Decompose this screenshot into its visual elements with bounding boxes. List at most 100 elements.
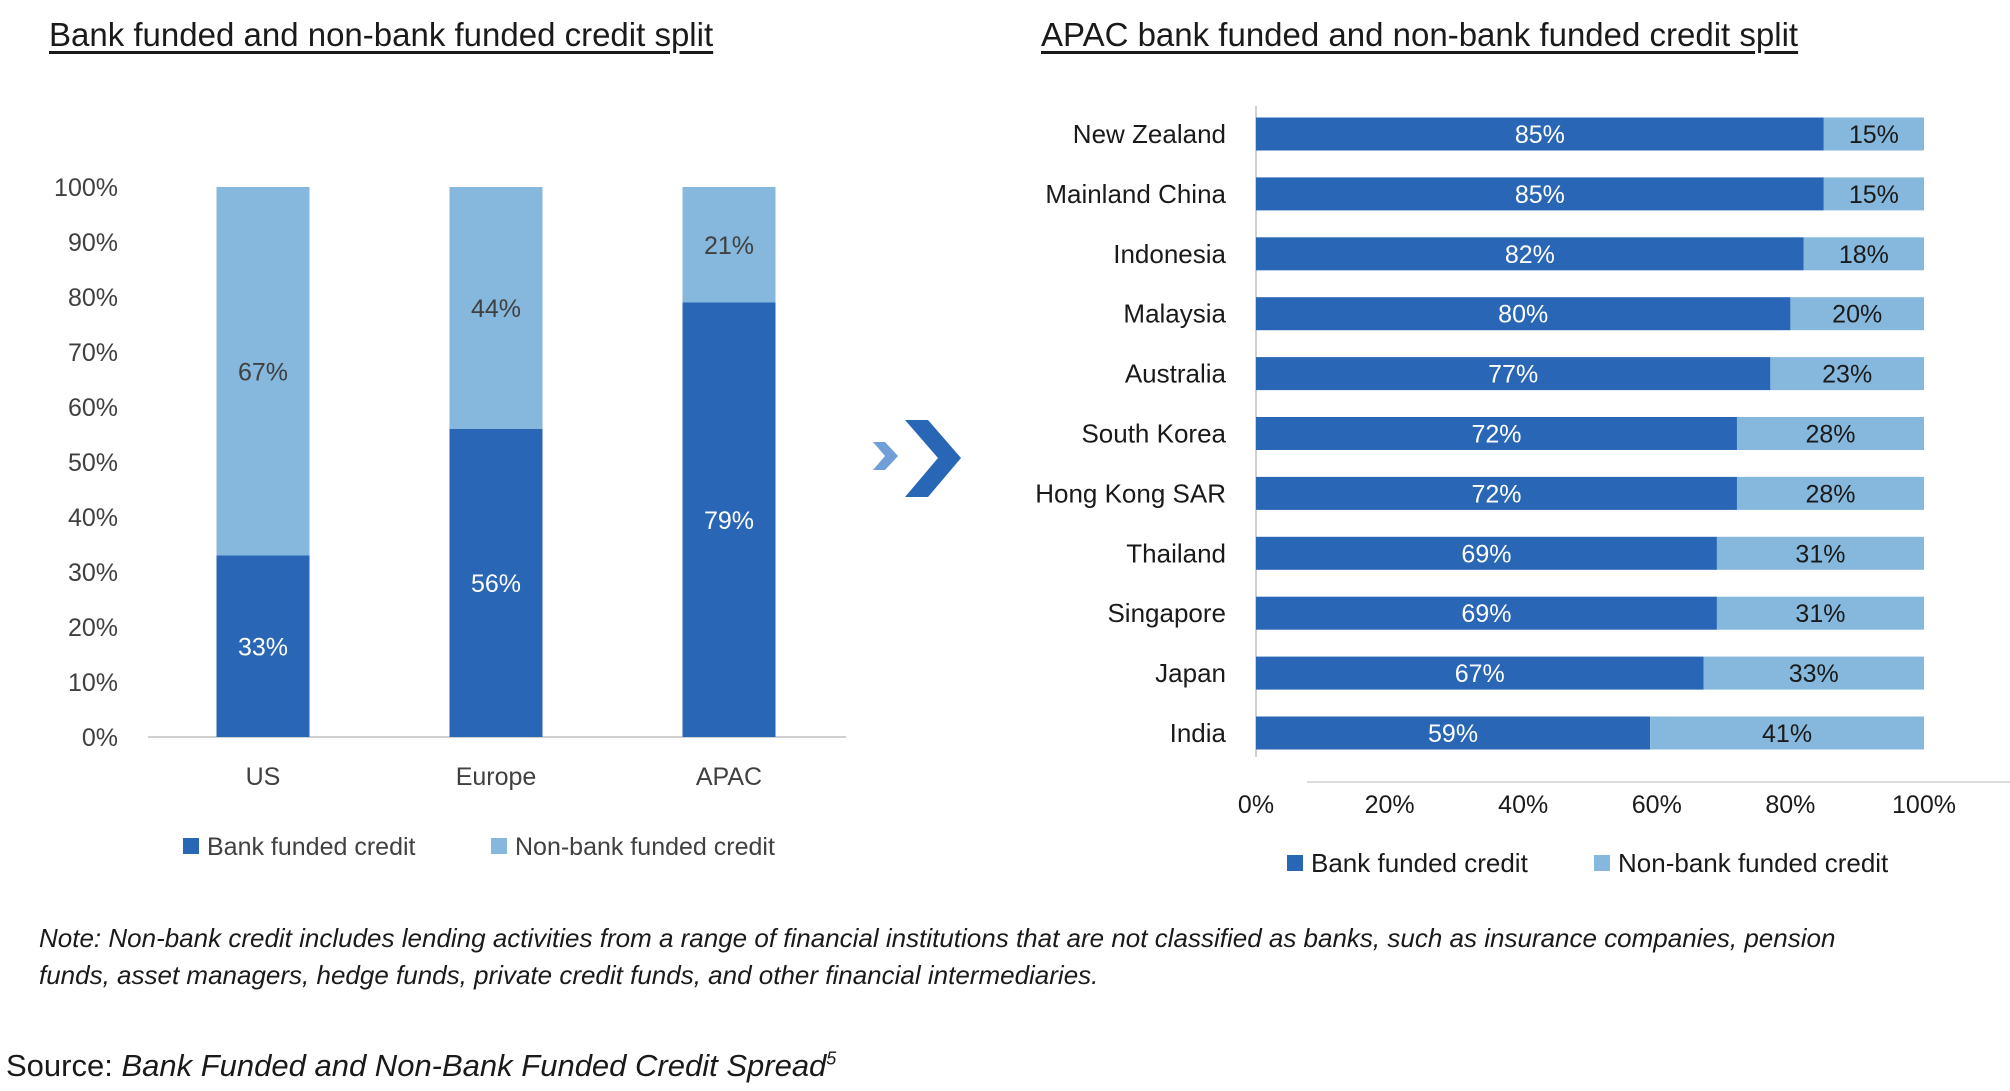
category-label: US <box>246 763 281 791</box>
right-stacked-bar-chart: 85% 15% New Zealand 85% 15% Mainland China 82%… <box>1035 106 2010 878</box>
legend-swatch <box>1287 855 1303 871</box>
data-label: 31% <box>1795 600 1845 628</box>
data-label: 18% <box>1839 241 1889 269</box>
data-label: 15% <box>1849 181 1899 209</box>
nonbank-bar-segment <box>1736 417 1924 450</box>
data-label: 41% <box>1762 720 1812 748</box>
nonbank-bar-segment <box>1823 117 1924 151</box>
x-tick-label: 80% <box>1765 791 1815 819</box>
nonbank-bar-segment <box>216 187 310 556</box>
bank-bar-segment <box>1256 417 1737 450</box>
y-tick-label: 100% <box>54 174 118 202</box>
source-line: Source: Bank Funded and Non-Bank Funded … <box>6 1048 836 1084</box>
legend-label: Bank funded credit <box>207 833 416 861</box>
source-footnote: 5 <box>826 1048 837 1069</box>
legend-swatch <box>491 838 507 854</box>
category-label: Indonesia <box>1113 239 1226 269</box>
data-label: 72% <box>1471 480 1521 508</box>
y-tick-label: 80% <box>68 284 118 312</box>
bank-bar-segment <box>1256 117 1824 151</box>
category-label: Malaysia <box>1123 299 1226 329</box>
data-label: 28% <box>1805 480 1855 508</box>
y-tick-label: 70% <box>68 339 118 367</box>
legend-swatch <box>1594 855 1610 871</box>
bank-bar-segment <box>1256 656 1704 690</box>
x-tick-label: 20% <box>1365 791 1415 819</box>
nonbank-bar-segment <box>1770 357 1924 391</box>
nonbank-bar-segment <box>1703 656 1924 690</box>
nonbank-bar-segment <box>1650 716 1924 750</box>
nonbank-bar-segment <box>682 187 776 303</box>
bank-bar-segment <box>449 429 543 737</box>
data-label: 31% <box>1795 540 1845 568</box>
y-tick-label: 20% <box>68 614 118 642</box>
y-tick-label: 10% <box>68 669 118 697</box>
source-title: Bank Funded and Non-Bank Funded Credit S… <box>121 1048 827 1083</box>
category-label: Hong Kong SAR <box>1035 478 1226 508</box>
data-label: 33% <box>238 633 288 661</box>
y-tick-label: 60% <box>68 394 118 422</box>
bank-bar-segment <box>1256 297 1791 331</box>
y-tick-label: 0% <box>82 724 118 752</box>
legend-swatch <box>183 838 199 854</box>
y-tick-label: 90% <box>68 229 118 257</box>
bank-bar-segment <box>216 555 310 737</box>
data-label: 85% <box>1515 181 1565 209</box>
data-label: 67% <box>238 358 288 386</box>
data-label: 79% <box>704 507 754 535</box>
category-label: Singapore <box>1107 598 1226 628</box>
nonbank-bar-segment <box>449 187 543 429</box>
category-label: Mainland China <box>1045 179 1226 209</box>
x-tick-label: 60% <box>1632 791 1682 819</box>
bank-bar-segment <box>1256 237 1804 271</box>
data-label: 69% <box>1461 540 1511 568</box>
category-label: APAC <box>696 763 762 791</box>
data-label: 59% <box>1428 720 1478 748</box>
bank-bar-segment <box>1256 177 1824 211</box>
nonbank-bar-segment <box>1716 596 1924 630</box>
bank-bar-segment <box>1256 476 1737 510</box>
category-label: South Korea <box>1081 419 1226 449</box>
bank-bar-segment <box>682 302 776 737</box>
data-label: 21% <box>704 232 754 260</box>
x-tick-label: 100% <box>1892 791 1956 819</box>
data-label: 67% <box>1455 660 1505 688</box>
legend-label: Bank funded credit <box>1311 848 1529 878</box>
y-tick-label: 50% <box>68 449 118 477</box>
category-label: India <box>1170 718 1227 748</box>
right-chart-title: APAC bank funded and non-bank funded cre… <box>1041 16 1799 53</box>
data-label: 85% <box>1515 121 1565 149</box>
category-label: Europe <box>456 763 537 791</box>
left-chart-title: Bank funded and non-bank funded credit s… <box>49 16 714 53</box>
data-label: 77% <box>1488 361 1538 389</box>
data-label: 23% <box>1822 361 1872 389</box>
data-label: 33% <box>1789 660 1839 688</box>
data-label: 20% <box>1832 301 1882 329</box>
nonbank-bar-segment <box>1716 536 1924 570</box>
source-prefix: Source: <box>6 1048 122 1083</box>
category-label: Australia <box>1125 359 1227 389</box>
bank-bar-segment <box>1256 596 1717 630</box>
x-tick-label: 40% <box>1498 791 1548 819</box>
nonbank-bar-segment <box>1790 297 1924 331</box>
data-label: 28% <box>1805 421 1855 449</box>
category-label: Thailand <box>1126 538 1226 568</box>
y-tick-label: 30% <box>68 559 118 587</box>
nonbank-bar-segment <box>1803 237 1924 271</box>
bank-bar-segment <box>1256 536 1717 570</box>
data-label: 80% <box>1498 301 1548 329</box>
category-label: Japan <box>1155 658 1226 688</box>
x-tick-label: 0% <box>1238 791 1274 819</box>
category-label: New Zealand <box>1073 119 1226 149</box>
bank-bar-segment <box>1256 716 1651 750</box>
bank-bar-segment <box>1256 357 1771 391</box>
data-label: 72% <box>1471 421 1521 449</box>
legend-label: Non-bank funded credit <box>1618 848 1889 878</box>
nonbank-bar-segment <box>1823 177 1924 211</box>
y-tick-label: 40% <box>68 504 118 532</box>
note-text: Note: Non-bank credit includes lending a… <box>39 923 1836 990</box>
double-chevron-right-icon <box>873 420 961 497</box>
left-stacked-column-chart: 0% 10% 20% 30% 40% 50% 60% 70% 80% 90% 100% 33% 67% U… <box>54 174 846 861</box>
data-label: 82% <box>1505 241 1555 269</box>
